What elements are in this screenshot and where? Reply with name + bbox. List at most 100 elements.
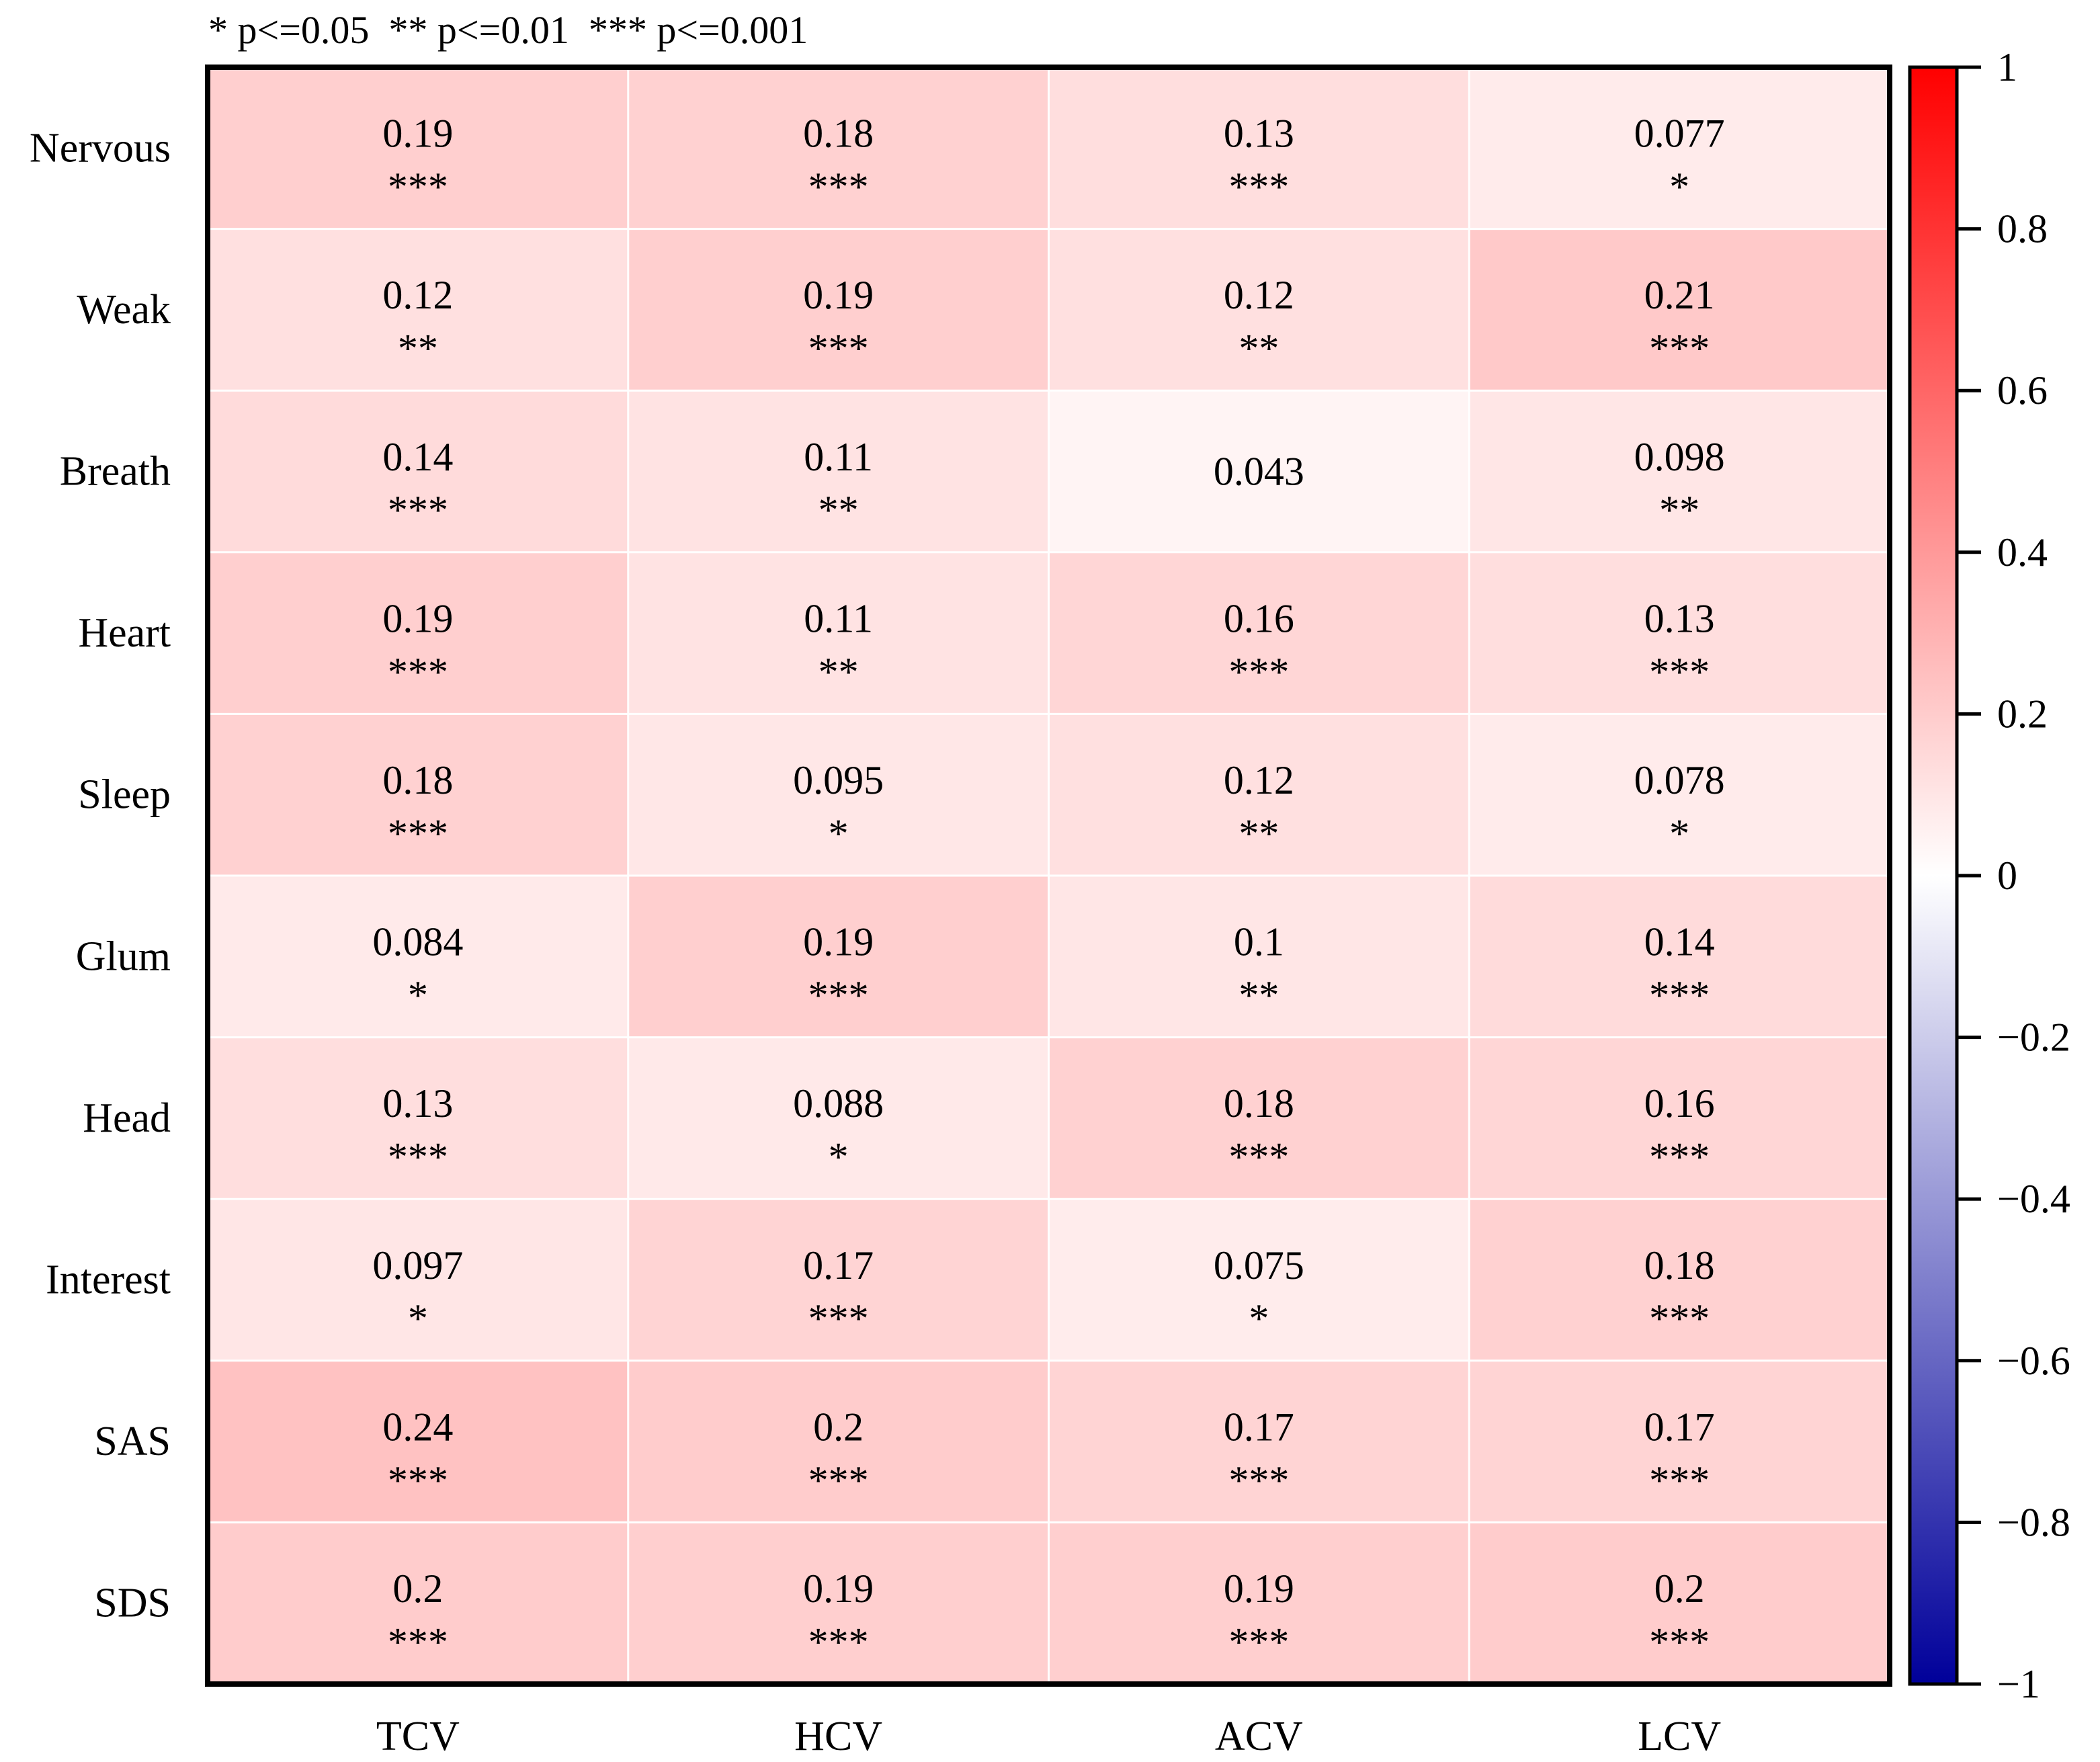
cell-significance: *** [1649,973,1710,1017]
heatmap-cell-sleep-acv [1048,714,1470,876]
cell-significance: ** [398,327,438,371]
heatmap-cell-interest-tcv [208,1199,628,1361]
cell-value: 0.16 [1644,1081,1715,1126]
heatmap-cell-head-hcv [628,1037,1049,1200]
heatmap-cell-sas-lcv [1469,1360,1890,1523]
heatmap-cell-breath-lcv [1469,390,1890,552]
heatmap-cell-sds-tcv [208,1522,628,1684]
heatmap-cell-head-acv [1048,1037,1470,1200]
cell-significance: *** [808,1296,869,1341]
cell-significance: * [1669,811,1689,855]
cell-value: 0.24 [382,1404,453,1449]
cell-value: 0.1 [1234,920,1284,964]
cell-significance: ** [1238,973,1279,1017]
cell-significance: *** [1649,1458,1710,1503]
cell-significance: * [829,811,849,855]
cell-value: 0.2 [1654,1566,1705,1611]
cell-significance: *** [808,1620,869,1664]
heatmap-cell-sds-acv [1048,1522,1470,1684]
row-label-head: Head [83,1095,171,1141]
cell-value: 0.2 [813,1404,864,1449]
cell-value: 0.088 [793,1081,884,1126]
heatmap-cell-heart-hcv [628,552,1049,714]
colorbar-tick-label: 0.6 [1997,368,2048,413]
heatmap-cell-glum-acv [1048,876,1470,1038]
significance-note: * p<=0.05 ** p<=0.01 *** p<=0.001 [208,8,808,52]
colorbar-tick-label: 0.8 [1997,207,2048,251]
cell-value: 0.14 [1644,920,1715,964]
colorbar-tick-label: 0 [1997,853,2017,898]
cell-significance: *** [388,488,448,532]
row-label-interest: Interest [46,1257,171,1303]
cell-value: 0.18 [1224,1081,1294,1126]
grid-lines [208,67,1890,1684]
heatmap-cell-breath-hcv [628,390,1049,552]
heatmap-cell-interest-hcv [628,1199,1049,1361]
heatmap-cell-nervous-lcv [1469,67,1890,229]
colorbar-tick-label: 0.4 [1997,530,2048,575]
colorbar-ticks: 1 0.8 0.6 0.4 0.2 0 −0.2 −0.4 −0.6 −0.8 −1 [1957,45,2070,1706]
cell-significance: *** [1228,165,1289,209]
cell-value: 0.11 [804,435,873,479]
heatmap-cell-heart-tcv [208,552,628,714]
cell-value: 0.16 [1224,596,1294,640]
cell-value: 0.19 [382,596,453,640]
row-label-breath: Breath [60,449,171,495]
colorbar-tick-label: 1 [1997,45,2017,89]
colorbar-tick-label: 0.2 [1997,691,2048,736]
cell-value: 0.12 [1224,758,1294,802]
heatmap-cell-glum-hcv [628,876,1049,1038]
heatmap-cell-breath-acv [1048,390,1470,552]
column-labels: TCV HCV ACV LCV [376,1714,1721,1759]
cell-significance: *** [388,1620,448,1664]
cell-significance: *** [388,811,448,855]
cell-value: 0.17 [1224,1404,1294,1449]
cell-significance: *** [388,1135,448,1179]
heatmap-frame [205,65,1892,1687]
heatmap-cell-head-tcv [208,1037,628,1200]
cell-significance: *** [1649,1620,1710,1664]
cell-significance: ** [1238,327,1279,371]
cell-significance: * [1249,1296,1269,1341]
row-label-sds: SDS [94,1581,171,1626]
heatmap-cell-sas-hcv [628,1360,1049,1523]
heatmap-cell-sas-tcv [208,1360,628,1523]
cell-value: 0.19 [382,112,453,156]
cell-value: 0.14 [382,435,453,479]
colorbar-tick-label: −0.8 [1997,1500,2070,1544]
heatmap-cell-sleep-lcv [1469,714,1890,876]
row-labels: Nervous Weak Breath Heart Sleep Glum Head Inter… [30,125,171,1626]
cell-value: 0.078 [1634,758,1725,802]
cell-significance: *** [1228,1135,1289,1179]
cell-value: 0.098 [1634,435,1725,479]
cell-significance: * [408,973,428,1017]
cell-significance: *** [1649,1135,1710,1179]
cell-value: 0.18 [803,112,874,156]
cell-value: 0.19 [803,920,874,964]
cell-value: 0.097 [372,1243,463,1288]
heatmap-cell-nervous-acv [1048,67,1470,229]
cell-value: 0.19 [803,273,874,317]
cell-value: 0.21 [1644,273,1715,317]
colorbar [1908,65,1959,1686]
heatmap-cell-nervous-tcv [208,67,628,229]
cell-significance: ** [1659,488,1699,532]
heatmap-cell-head-lcv [1469,1037,1890,1200]
row-label-sleep: Sleep [78,772,171,818]
cell-significance: * [1669,165,1689,209]
cell-value: 0.13 [382,1081,453,1126]
heatmap-cell-weak-hcv [628,228,1049,391]
column-label-lcv: LCV [1638,1714,1721,1759]
cell-significance: *** [808,165,869,209]
cell-value: 0.12 [382,273,453,317]
cell-value: 0.043 [1214,450,1304,494]
cell-significance: ** [818,488,859,532]
cell-significance: *** [388,1458,448,1503]
cell-value: 0.095 [793,758,884,802]
row-label-glum: Glum [76,933,171,979]
row-label-nervous: Nervous [30,125,171,171]
cell-value: 0.077 [1634,112,1725,156]
heatmap-cell-weak-tcv [208,228,628,391]
cell-significance: *** [388,165,448,209]
